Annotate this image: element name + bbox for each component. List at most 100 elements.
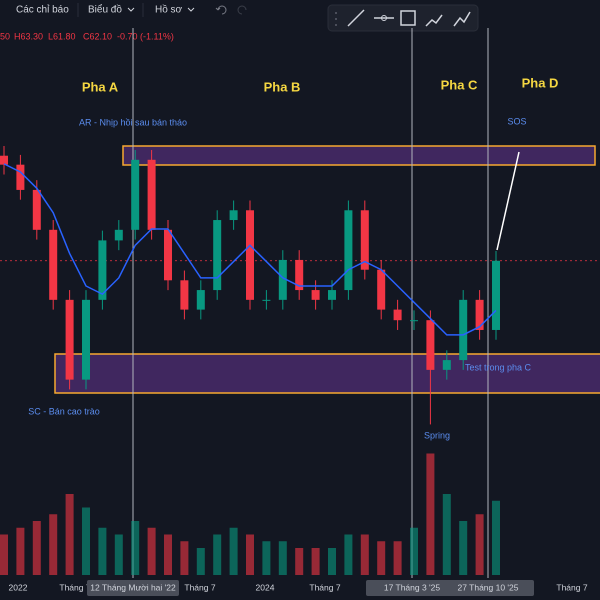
volume-bar [410,527,418,575]
volume-bar [49,514,58,575]
volume-bar [147,527,156,575]
candle-body [98,240,107,300]
indicators-button[interactable]: Các chỉ báo [16,4,69,16]
volume-bar [360,534,369,575]
volume-bar [262,541,271,575]
candle-body [492,260,500,330]
volume-bar [328,548,336,575]
volume-bar [180,541,189,575]
legend-close: C62.10 [83,31,112,41]
volume-bar [131,521,140,575]
candle-body [49,229,58,300]
volume-bar [65,494,74,575]
redo-button[interactable] [237,5,247,15]
candle-body [32,189,41,230]
chevron [187,7,195,12]
x-tick-label: Tháng 7 [59,582,90,592]
annotation: SC - Bán cao trào [28,406,100,416]
phase-label: Pha B [264,79,301,94]
candle-body [213,220,222,291]
profile-button[interactable]: Hồ sơ [155,4,183,16]
volume-bar [278,541,287,575]
volume-bar [393,541,402,575]
volume-bar [475,514,484,575]
phase-label: Pha C [441,77,478,92]
volume-bar [213,534,222,575]
chart-type-button[interactable]: Biểu đồ [88,4,122,16]
rectangle-tool[interactable] [400,10,416,26]
volume-bar [426,453,435,575]
time-marker-bg [442,580,534,596]
candle-body [360,210,369,270]
volume-bar [164,534,172,575]
trendline-tool[interactable] [347,9,365,27]
x-tick-label: 2022 [9,582,28,592]
volume-bar [492,500,500,575]
volume-bar [295,548,304,575]
moving-average [3,163,497,336]
candle-body [147,159,156,230]
annotation: Test trong pha C [465,362,532,372]
volume-bar [246,534,254,575]
volume-bar [16,527,25,575]
legend-change: -0.70 (-1.11%) [117,31,174,41]
candle-body [262,299,271,301]
sos-arrow [496,151,520,251]
x-tick-label: 2024 [256,582,275,592]
candle-body [459,299,468,361]
candle-body [410,320,418,322]
volume-bar [98,527,107,575]
phase-label: Pha A [82,79,119,94]
candle-body [0,155,8,165]
volume-bar [114,534,123,575]
candle-body [196,290,205,310]
candle-body [65,299,74,380]
tool-dot [381,15,387,21]
annotation: AR - Nhịp hồi sau bán tháo [79,117,187,127]
time-marker-bg [366,580,458,596]
volume-bar [229,527,238,575]
x-tick-label: 27 Tháng 10 '25 [457,582,518,592]
phase-label: Pha D [522,75,559,90]
plot-area: Pha A Pha B Pha C Pha D AR - Nhịp hồi sau bá… [0,28,600,600]
candle-body [344,210,353,291]
legend-low: L61.80 [48,31,76,41]
x-tick-label: 12 Tháng Mười hai '22 [90,582,176,592]
volume-bar [459,521,468,575]
candle-body [246,210,254,300]
candle-body [475,299,484,330]
legend-high: H63.30 [14,31,43,41]
path-tool[interactable] [425,14,443,27]
volume-bar [0,534,8,575]
candle-body [82,299,90,380]
range-zone-top [122,145,596,166]
x-tick-label: Tháng 7 [309,582,340,592]
candle-body [278,259,287,300]
volume-bar [344,534,353,575]
x-tick-label: 17 Tháng 3 '25 [384,582,441,592]
candle-body [16,164,25,190]
time-marker-bg [87,580,179,596]
candle-body [164,229,172,281]
undo-button[interactable] [215,5,227,15]
x-tick-label: Tháng 7 [184,582,215,592]
candle-body [311,290,320,300]
legend-open: 50 [0,31,10,41]
candle-body [180,280,189,310]
chevron [127,7,135,12]
candle-body [328,290,336,300]
candle-body [393,309,402,321]
pattern-tool[interactable] [453,11,471,27]
volume-bar [442,494,451,575]
volume-bar [32,521,41,575]
annotation: Spring [424,430,450,440]
candle-body [131,159,140,230]
candle-body [295,259,304,291]
candle-body [377,269,386,310]
candle-body [229,210,238,221]
volume-bar [196,548,205,575]
annotation: SOS [507,116,526,126]
volume-bar [82,507,90,575]
